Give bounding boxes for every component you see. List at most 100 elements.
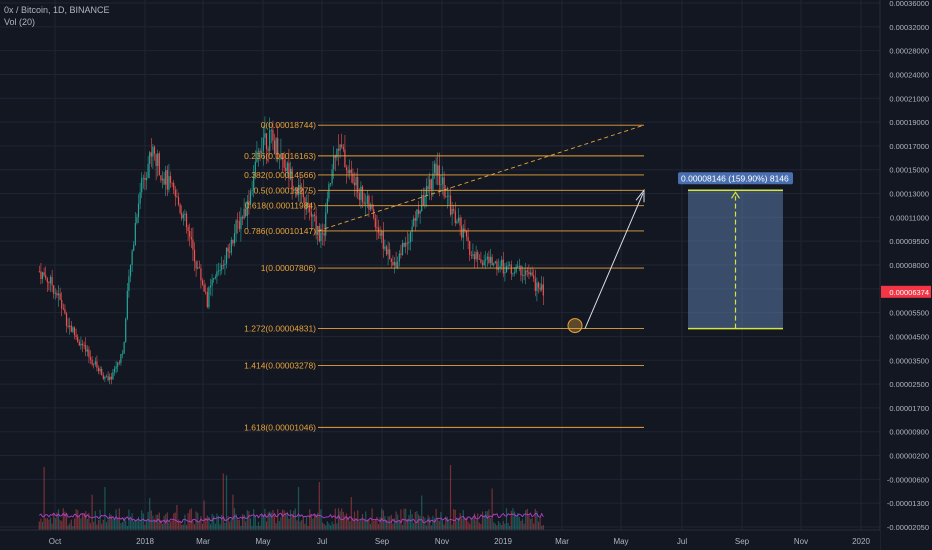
fib-label: 1(0.00007806) [261,263,316,273]
volume-bar [470,518,472,530]
volume-bar [445,516,447,530]
volume-bar [184,514,186,530]
volume-bar [70,519,72,530]
candle-body [502,259,504,274]
fib-label: 0.382(0.00014566) [244,170,316,180]
volume-bar [469,523,471,530]
price-tick-label: -0.00002050 [887,523,929,532]
fibonacci-retracement[interactable]: 0(0.00018744) 0.236(0.00016163) 0.382(0.00… [244,120,645,432]
volume-bar [406,518,408,530]
candle-body [85,345,87,352]
candle-body [513,272,516,273]
candle-body [537,282,540,288]
volume-bar [133,521,135,530]
candle-body [328,184,330,199]
volume-bar [315,514,317,530]
volume-bar [150,510,152,530]
candle-body [310,211,312,217]
fib-level: 0.786(0.00010147) [244,226,644,236]
volume-bar [243,514,245,530]
candle-body [339,144,341,151]
volume-bar [259,525,261,530]
price-tick-label: 0.00019000 [889,118,929,127]
volume-ma-line [39,512,544,524]
projection-arrowhead [731,191,740,199]
time-tick-label: Oct [49,537,62,546]
volume-bar [201,523,204,530]
volume-bar [505,508,508,530]
volume-bar [145,520,148,530]
candle-body [501,259,503,267]
volume-bar [294,508,296,530]
time-axis[interactable]: Oct 2018 Mar May Jul Sep Nov 2019 Mar May Jul Sep No… [0,529,880,550]
candle-body [89,357,92,360]
volume-bar [395,511,397,530]
volume-bar [478,522,480,530]
candle-body [357,177,359,193]
volume-bar [230,519,232,530]
candle-body [262,137,264,152]
price-tick-label: 0.00002500 [889,380,929,389]
volume-bar [46,517,48,530]
volume-bar [123,517,125,530]
projection-arrow [584,193,644,329]
volume-bar [360,518,362,530]
candle-body [392,261,394,266]
volume-bar [408,515,410,530]
candle-body [265,133,268,150]
price-projection[interactable]: 0.00008146 (159.90%) 8146 [567,172,793,334]
volume-bar [427,515,429,530]
price-axis[interactable]: 0.00036000 0.00032000 0.00028000 0.00024000… [879,0,932,550]
candle-body [168,176,170,190]
volume-bar [373,521,375,530]
candle-body [534,278,536,292]
candle-body [257,150,260,152]
volume-bar [430,525,432,530]
volume-bar [254,515,256,530]
volume-bar [331,521,333,530]
price-tick-label: 0.00004500 [889,332,929,341]
candle-body [99,368,101,372]
volume-bar [531,518,533,530]
volume-bar [233,508,236,530]
volume-bar [437,517,439,530]
candle-body [245,208,247,217]
volume-bar [421,495,423,530]
candle-body [525,270,527,276]
candle-body [355,177,357,186]
volume-bar [489,517,492,530]
candle-body [518,265,520,267]
candle-body [401,242,404,255]
volume-bar [262,516,264,530]
volume-bar [326,521,328,530]
candle-body [187,227,189,231]
candle-body [125,318,127,343]
volume-bar [323,524,325,530]
volume-indicator-label: Vol (20) [4,17,36,27]
price-tick-label: 0.00005500 [889,309,929,318]
candle-body [240,216,242,230]
candle-body [160,175,162,181]
volume-bar [376,516,378,530]
candle-body [169,176,172,183]
candle-body [510,264,512,274]
volume-bar [38,521,40,530]
candle-body [291,168,293,190]
candle-body [462,228,464,238]
candle-body [334,155,336,158]
candle-body [512,272,514,274]
candle-body [165,170,167,185]
candle-body [131,250,133,265]
volume-bar [134,519,136,530]
candle-body [504,272,506,274]
volume-bar [392,523,394,530]
candle-body [227,247,229,252]
candle-body [225,247,228,264]
volume-bar [53,513,55,530]
candle-body [403,242,405,247]
candle-body [542,284,544,296]
volume-bar [139,521,141,530]
price-tick-label: -0.00001300 [887,499,929,508]
volume-bar [113,519,116,530]
